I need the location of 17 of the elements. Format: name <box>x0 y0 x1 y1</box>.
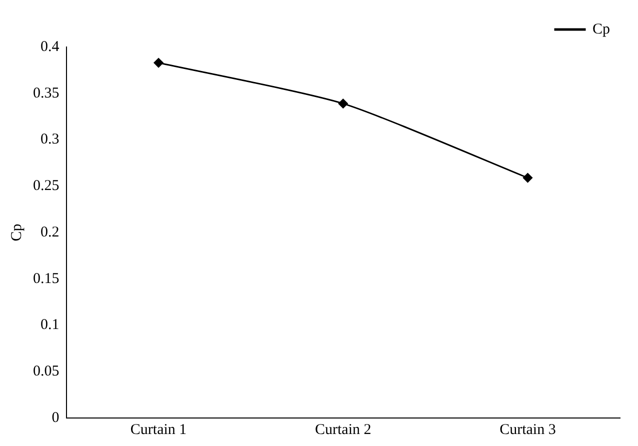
y-tick-label: 0.05 <box>33 364 60 380</box>
y-tick-label: 0.4 <box>40 38 60 55</box>
y-tick-label: 0.2 <box>40 224 60 240</box>
x-tick-label: Curtain 1 <box>130 422 187 438</box>
y-tick-label: 0.1 <box>40 317 60 334</box>
y-tick-label: 0 <box>52 410 60 426</box>
y-tick-label: 0.25 <box>33 178 60 194</box>
point <box>154 58 164 68</box>
legend-label: Cp <box>592 21 610 38</box>
y-tick-label: 0.3 <box>40 132 60 148</box>
x-tick-label: Curtain 2 <box>315 422 372 438</box>
y-axis-title: Cp <box>8 224 25 242</box>
point <box>522 173 532 183</box>
y-tick-label: 0.15 <box>33 270 60 287</box>
x-tick-label: Curtain 3 <box>500 422 556 438</box>
y-tick-label: 0.35 <box>33 85 60 102</box>
point <box>338 98 348 108</box>
